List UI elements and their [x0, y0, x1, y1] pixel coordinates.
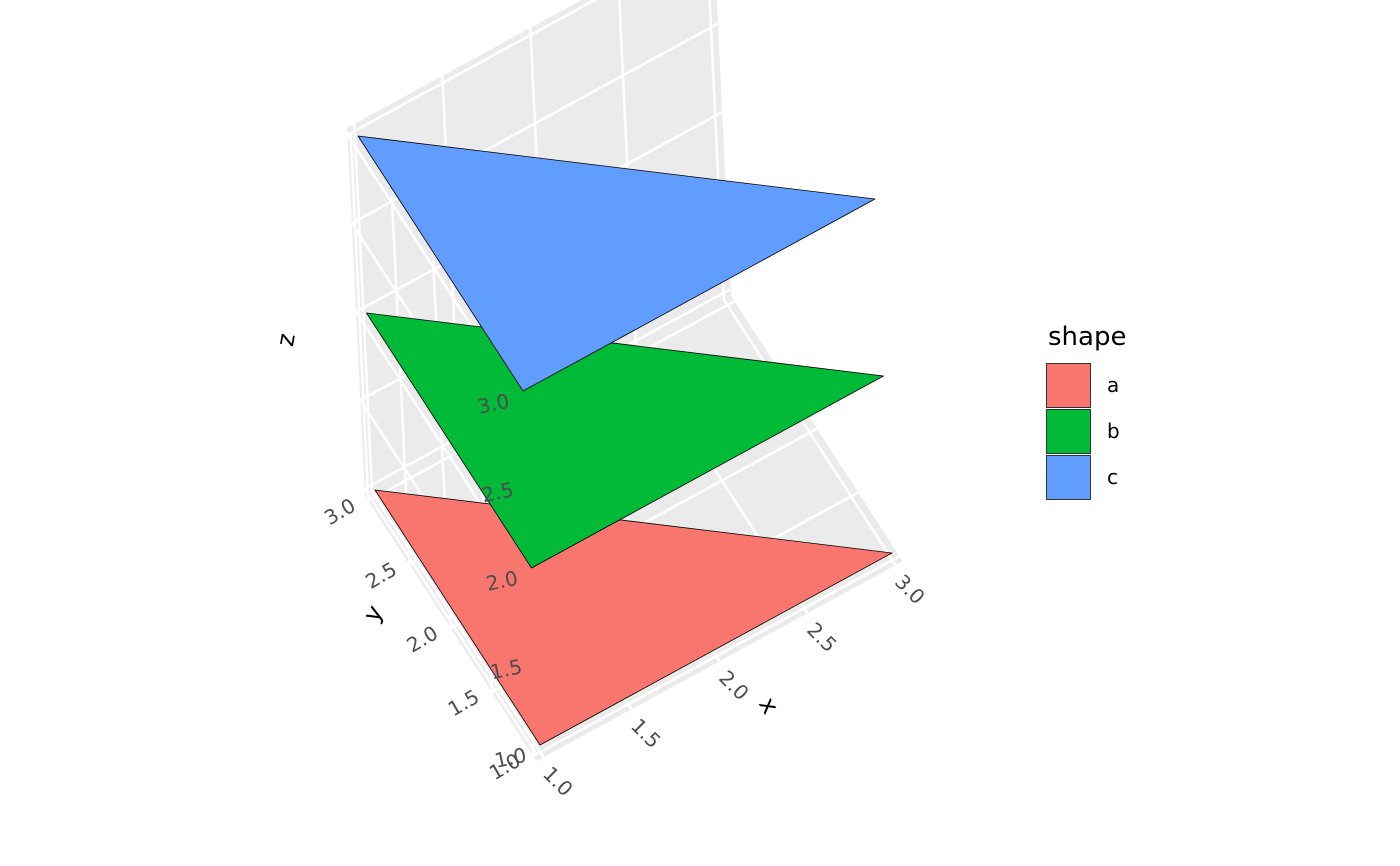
polygon-c: [357, 135, 876, 392]
x-axis-title: x: [753, 692, 784, 718]
legend-item-a: a: [1046, 362, 1126, 408]
legend-item-b: b: [1046, 408, 1126, 454]
legend-key-a: [1046, 362, 1091, 408]
legend-label-a: a: [1107, 373, 1120, 397]
polygon-layer: [357, 135, 893, 746]
legend-key-c: [1046, 454, 1091, 500]
z-axis-title: z: [271, 331, 301, 348]
y-tick-label-2: 2.0: [402, 621, 442, 658]
x-tick-label-2: 2.0: [714, 666, 753, 705]
legend-title: shape: [1048, 322, 1127, 352]
legend-key-b: [1046, 408, 1091, 454]
x-tick-label-3: 2.5: [802, 618, 841, 657]
legend: shape a b c: [1046, 322, 1126, 500]
legend-label-b: b: [1107, 419, 1120, 443]
x-tick-label-4: 3.0: [890, 570, 929, 609]
legend-label-c: c: [1107, 465, 1118, 489]
x-tick-label-1: 1.5: [626, 714, 665, 753]
x-tick-label-0: 1.0: [538, 762, 577, 801]
grid-back-z-4: [347, 0, 598, 136]
polygon-a: [374, 489, 893, 746]
polygon-b: [366, 312, 884, 569]
y-axis-title: y: [357, 600, 388, 626]
y-tick-label-1: 1.5: [444, 684, 484, 721]
grid-floor-x-4: [722, 299, 897, 566]
y-tick-label-4: 3.0: [320, 493, 360, 530]
legend-item-c: c: [1046, 454, 1126, 500]
grid-left-y-4: [349, 132, 370, 501]
y-tick-label-3: 2.5: [361, 557, 401, 594]
